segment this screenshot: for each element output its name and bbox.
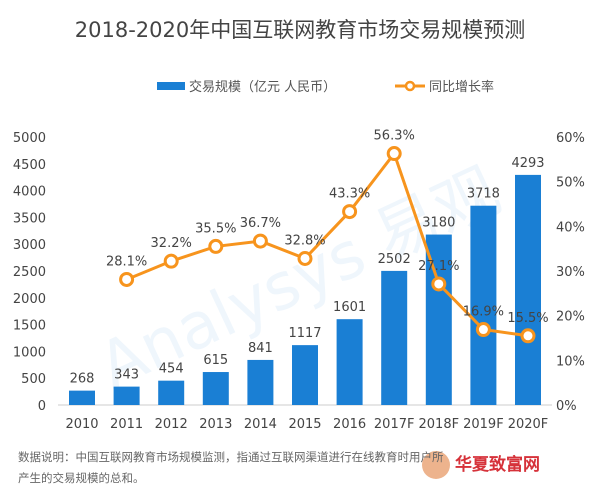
bar [470,205,497,405]
bar [336,319,363,405]
growth-value-label: 32.2% [151,236,192,251]
growth-value-label: 35.5% [195,221,236,236]
logo-text: 华夏致富网 [455,454,540,475]
x-tick-label: 2013 [199,417,232,432]
bar-value-label: 268 [70,372,95,387]
bar-value-label: 3180 [422,216,455,231]
footnote-line-1: 数据说明：中国互联网教育市场规模监测，指通过互联网渠道进行在线教育时用户所 [18,450,444,464]
y-left-tick-label: 3500 [13,211,46,226]
bar-value-label: 615 [203,353,228,368]
growth-point [252,233,268,249]
growth-point [297,250,313,266]
growth-value-label: 32.8% [284,233,325,248]
growth-point [475,322,491,338]
y-left-tick-label: 4000 [13,185,46,200]
legend-item-bar: 交易规模（亿元 人民币） [157,76,336,95]
legend-line-swatch [395,80,425,91]
legend-line-label: 同比增长率 [429,80,495,95]
x-tick-label: 2019F [463,417,504,432]
bar-value-label: 2502 [378,252,411,267]
x-tick-label: 2018F [419,417,460,432]
x-tick-label: 2016 [333,417,366,432]
y-left-tick-label: 2000 [13,292,46,307]
x-tick-label: 2012 [155,417,188,432]
growth-point [431,276,447,292]
growth-value-label: 56.3% [374,129,415,144]
y-right-tick-label: 60% [556,131,585,146]
x-tick-label: 2017F [374,417,415,432]
x-tick-label: 2011 [110,417,143,432]
bar-value-label: 454 [159,362,184,377]
bar [202,372,229,405]
y-right-tick-label: 40% [556,220,585,235]
bar [69,390,95,405]
growth-point [386,146,402,162]
growth-value-label: 27.1% [418,259,459,274]
growth-value-label: 16.9% [463,305,504,320]
bar [247,359,274,405]
y-right-tick-label: 0% [556,399,577,414]
y-right-tick-label: 20% [556,310,585,325]
bar-value-label: 1601 [333,300,366,315]
logo-icon [422,451,450,479]
bar [381,270,408,405]
y-left-tick-label: 0 [38,399,46,414]
growth-point [520,328,536,344]
bar [515,174,541,405]
x-tick-label: 2015 [288,417,321,432]
growth-point [342,204,358,220]
y-left-tick-label: 4500 [13,158,46,173]
bar [158,380,185,405]
x-tick-label: 2010 [65,417,98,432]
bar-value-label: 4293 [511,156,544,171]
y-left-tick-label: 2500 [13,265,46,280]
y-left-tick-label: 5000 [13,131,46,146]
growth-value-label: 15.5% [507,311,548,326]
growth-value-label: 36.7% [240,216,281,231]
growth-point [208,238,224,254]
growth-line [126,150,529,338]
chart-title: 2018-2020年中国互联网教育市场交易规模预测 [74,18,526,42]
y-right-tick-label: 10% [556,354,585,369]
bar-value-label: 841 [248,341,273,356]
growth-point [163,253,179,269]
footnote: 数据说明：中国互联网教育市场规模监测，指通过互联网渠道进行在线教育时用户所 产生… [18,447,588,489]
y-right-tick-label: 30% [556,265,585,280]
x-tick-label: 2014 [244,417,277,432]
y-left-tick-label: 3000 [13,238,46,253]
growth-value-label: 43.3% [329,187,370,202]
y-left-tick-label: 1500 [13,319,46,334]
bar-value-label: 3718 [467,187,500,202]
footnote-line-2: 产生的交易规模的总和。 [18,471,145,485]
bar-value-label: 343 [114,368,139,383]
y-left-tick-label: 1000 [13,345,46,360]
legend-bar-swatch [157,81,185,90]
bar [113,386,140,405]
growth-point [119,271,135,287]
legend-bar-label: 交易规模（亿元 人民币） [189,80,337,95]
growth-value-label: 28.1% [106,254,147,269]
bar-value-label: 1117 [288,326,321,341]
legend-item-line: 同比增长率 [395,76,494,95]
y-right-tick-label: 50% [556,176,585,191]
y-left-tick-label: 500 [21,372,46,387]
x-tick-label: 2020F [508,417,549,432]
bar [292,345,318,405]
